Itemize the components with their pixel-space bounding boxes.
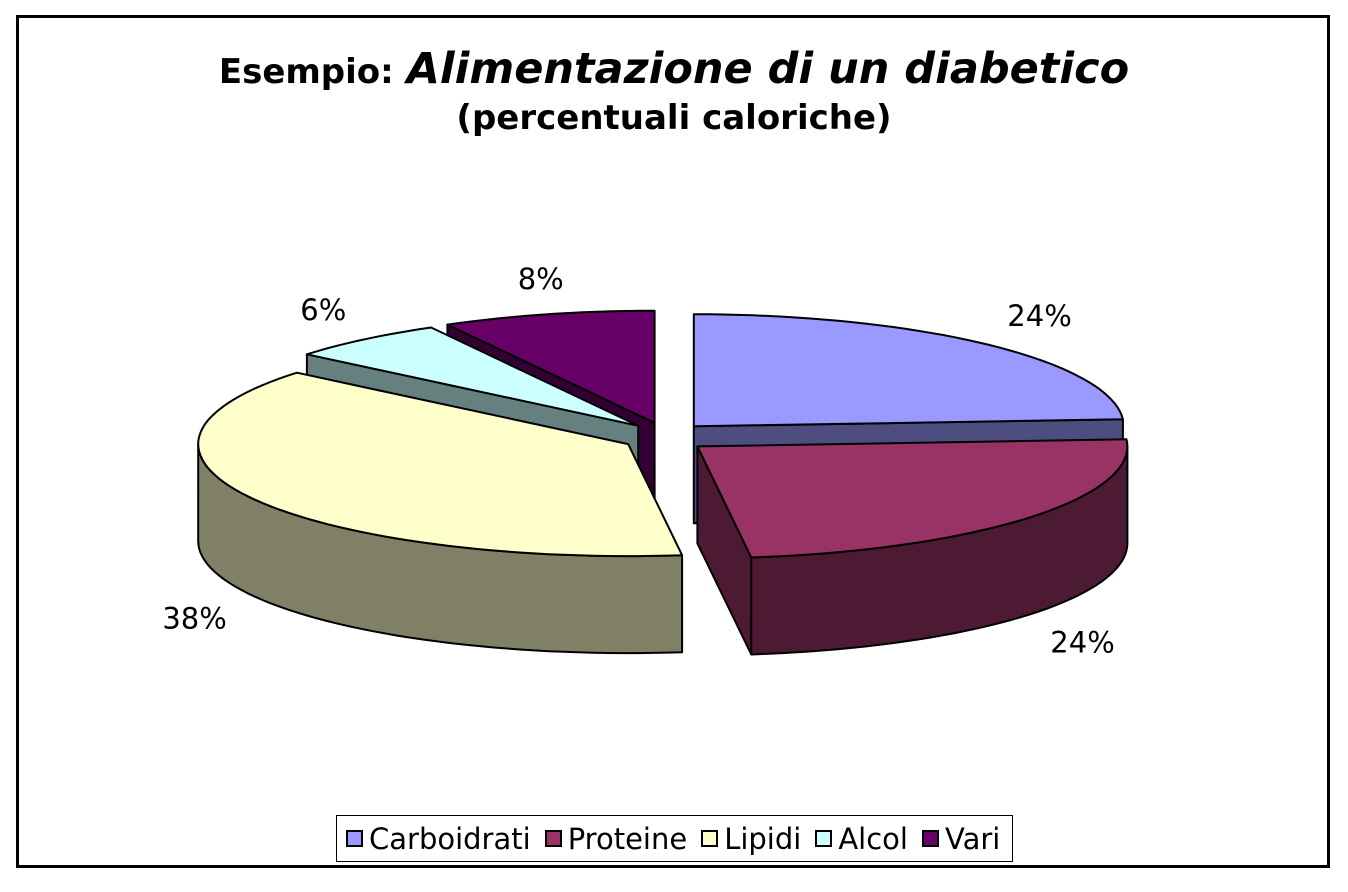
legend-item-proteine: Proteine bbox=[544, 821, 688, 856]
legend-swatch bbox=[544, 830, 562, 847]
data-label-proteine: 24% bbox=[1050, 626, 1114, 660]
legend-label: Vari bbox=[944, 821, 1001, 856]
data-label-alcol: 6% bbox=[300, 293, 346, 327]
slice-top-proteine bbox=[696, 438, 1129, 559]
legend-label: Carboidrati bbox=[369, 821, 531, 856]
legend-item-alcol: Alcol bbox=[815, 822, 908, 856]
slice-top-vari bbox=[446, 309, 656, 424]
legend-swatch bbox=[815, 830, 833, 847]
legend-item-vari: Vari bbox=[921, 821, 1001, 856]
legend-item-lipidi: Lipidi bbox=[701, 822, 801, 856]
legend-swatch bbox=[701, 830, 719, 847]
legend-label: Proteine bbox=[567, 821, 688, 856]
slice-top-alcol bbox=[305, 326, 640, 427]
data-label-carboidrati: 24% bbox=[1007, 299, 1071, 333]
chart-title-main: Alimentazione di un diabetico bbox=[406, 44, 1130, 94]
legend-swatch bbox=[346, 830, 363, 847]
chart-subtitle: (percentuali caloriche) bbox=[456, 97, 892, 138]
data-label-lipidi: 38% bbox=[162, 602, 226, 636]
slice-top-lipidi bbox=[197, 371, 684, 558]
data-label-vari: 8% bbox=[518, 262, 564, 296]
legend-swatch bbox=[921, 830, 939, 847]
chart-title-prefix: Esempio: bbox=[218, 52, 394, 92]
legend-label: Alcol bbox=[838, 821, 908, 856]
legend-item-carboidrati: Carboidrati bbox=[346, 822, 531, 856]
chart-title-line: Esempio: Alimentazione di un diabetico bbox=[0, 44, 1348, 96]
chart-legend: Carboidrati Proteine Lipidi Alcol Vari bbox=[336, 815, 1014, 862]
chart-title: Esempio: Alimentazione di un diabetico (… bbox=[0, 44, 1348, 138]
legend-label: Lipidi bbox=[724, 821, 802, 856]
slice-top-carboidrati bbox=[692, 313, 1124, 428]
